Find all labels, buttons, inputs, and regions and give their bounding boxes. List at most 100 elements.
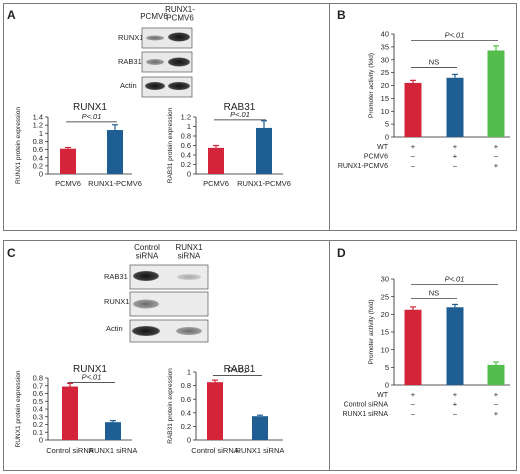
y-tick-label: 0.2 xyxy=(33,420,43,429)
lane-label-line: PCMV6 xyxy=(166,14,194,23)
panel-a-letter: A xyxy=(7,8,16,22)
blot-band xyxy=(176,327,202,335)
y-tick-label: 0 xyxy=(385,381,389,390)
condition-mark: – xyxy=(411,161,416,170)
significance-label: P<.01 xyxy=(445,274,465,283)
y-tick-label: 0.3 xyxy=(33,412,43,421)
panel-d-letter: D xyxy=(337,246,346,260)
blot-band xyxy=(146,35,164,41)
y-axis-label: Promoter activity (fold) xyxy=(368,299,375,364)
y-tick-label: 0.8 xyxy=(181,381,191,390)
significance-label: NS xyxy=(429,288,439,297)
y-tick-label: 20 xyxy=(381,310,389,319)
condition-mark: + xyxy=(453,390,458,399)
y-tick-label: 0.4 xyxy=(33,405,43,414)
y-tick-label: 1.2 xyxy=(181,113,191,122)
blot-band xyxy=(132,326,160,336)
blot-row-label: Actin xyxy=(106,324,123,333)
y-tick-label: 1 xyxy=(39,129,43,138)
y-axis-label: RAB31 protein expression xyxy=(167,107,174,183)
significance-label: NS xyxy=(429,57,439,66)
y-tick-label: 15 xyxy=(381,94,389,103)
y-tick-label: 0.2 xyxy=(181,422,191,431)
panel-d-frame xyxy=(329,240,517,471)
bar xyxy=(446,307,464,385)
bar xyxy=(208,147,224,174)
chart-title: RAB31 xyxy=(224,102,256,113)
condition-label: WT xyxy=(377,144,389,151)
y-tick-label: 0.1 xyxy=(33,428,43,437)
condition-mark: + xyxy=(411,142,416,151)
condition-mark: – xyxy=(411,409,416,418)
chart-title: RUNX1 xyxy=(73,364,107,375)
condition-mark: – xyxy=(453,161,458,170)
significance-label: P<.01 xyxy=(228,365,248,374)
blot-lane-label-runx1-pcmv6: RUNX1-PCMV6 xyxy=(165,5,195,23)
blot-band xyxy=(168,32,190,42)
y-tick-label: 10 xyxy=(381,345,389,354)
y-tick-label: 0.4 xyxy=(33,153,43,162)
significance-label: P<.01 xyxy=(82,112,102,121)
blot-row-label: RUNX1 xyxy=(104,297,129,306)
y-tick-label: 25 xyxy=(381,68,389,77)
y-axis-label: RAB31 protein expression xyxy=(167,368,174,444)
y-tick-label: 20 xyxy=(381,81,389,90)
y-tick-label: 0.4 xyxy=(181,151,191,160)
bar xyxy=(404,309,422,385)
y-tick-label: 1 xyxy=(187,122,191,131)
lane-label-line: Control xyxy=(134,243,160,252)
y-tick-label: 0.4 xyxy=(181,408,191,417)
x-tick-label: RUNX1-PCMV6 xyxy=(237,179,291,188)
y-axis-label: Promoter activity (fold) xyxy=(368,53,375,118)
panel-c-blot: Control siRNA RUNX1 siRNA RAB31 RUNX1 Acti… xyxy=(104,243,209,343)
condition-mark: – xyxy=(494,152,499,161)
condition-mark: – xyxy=(411,152,416,161)
condition-mark: + xyxy=(453,152,458,161)
y-axis-label: RUNX1 protein expression xyxy=(15,107,22,184)
chart-d: Promoter activity (fold) 0 5 10 15 20 25 30 NS P<… xyxy=(342,274,510,418)
condition-mark: + xyxy=(494,161,499,170)
bar xyxy=(404,82,422,137)
y-tick-label: 0.8 xyxy=(181,132,191,141)
bar xyxy=(60,148,76,174)
y-tick-label: 0 xyxy=(187,436,191,445)
y-tick-label: 0.2 xyxy=(33,161,43,170)
blot-row-label: Actin xyxy=(120,81,137,90)
y-tick-label: 30 xyxy=(381,275,389,284)
condition-label: RUNX1-PCMV6 xyxy=(338,163,388,170)
significance-label: P<.01 xyxy=(230,110,250,119)
chart-a1: RUNX1 RUNX1 protein expression 00.20.40.60… xyxy=(15,102,142,188)
blot-row-label: RAB31 xyxy=(118,57,142,66)
blot-strip-rab31 xyxy=(141,51,193,73)
chart-title: RAB31 xyxy=(224,364,256,375)
significance-label: P<.01 xyxy=(445,30,465,39)
x-tick-label: Control siRNA xyxy=(46,446,94,455)
x-tick-label: PCMV6 xyxy=(203,179,229,188)
panel-c-letter: C xyxy=(7,246,16,260)
x-tick-label: RUNX1 siRNA xyxy=(236,446,285,455)
condition-mark: – xyxy=(411,400,416,409)
y-tick-label: 0.6 xyxy=(33,389,43,398)
blot-lane-label: RUNX1 siRNA xyxy=(175,243,203,261)
bar xyxy=(62,386,78,440)
y-tick-label: 0.6 xyxy=(181,141,191,150)
y-tick-label: 30 xyxy=(381,55,389,64)
y-tick-label: 25 xyxy=(381,292,389,301)
condition-mark: + xyxy=(453,142,458,151)
blot-band xyxy=(146,59,164,65)
y-tick-label: 5 xyxy=(385,120,389,129)
y-tick-label: 5 xyxy=(385,363,389,372)
lane-label-line: RUNX1 xyxy=(175,243,203,252)
x-tick-label: Control siRNA xyxy=(191,446,239,455)
condition-label: Control siRNA xyxy=(344,402,389,409)
y-tick-label: 1 xyxy=(187,368,191,377)
y-tick-label: 40 xyxy=(381,30,389,39)
panel-b-frame xyxy=(329,3,517,231)
bar xyxy=(446,77,464,137)
condition-mark: + xyxy=(494,142,499,151)
blot-strip-actin xyxy=(129,319,209,343)
significance-label: P<.01 xyxy=(82,373,102,382)
bar xyxy=(105,422,121,440)
y-tick-label: 0.6 xyxy=(181,395,191,404)
